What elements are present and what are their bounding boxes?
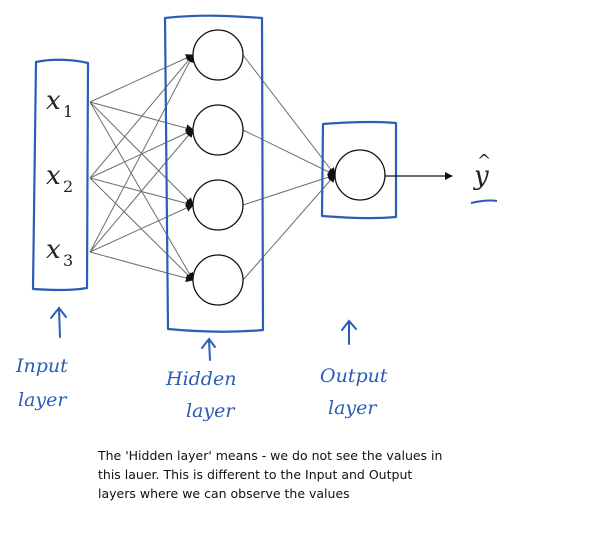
hidden-node-4 [192, 254, 244, 306]
caption-line-1: The 'Hidden layer' means - we do not see… [98, 448, 443, 463]
edge-input-3-hidden-4 [89, 251, 194, 283]
output-label-line2: layer [328, 397, 378, 419]
hidden-layer-pointer [201, 337, 216, 361]
hidden-node-2 [192, 104, 244, 156]
edge-hidden-2-output [242, 129, 336, 176]
svg-text:x: x [46, 161, 61, 191]
svg-text:x: x [46, 235, 61, 265]
svg-text:2: 2 [63, 177, 73, 196]
caption-line-3: layers where we can observe the values [98, 486, 350, 501]
hidden-node-3 [192, 179, 244, 231]
svg-text:3: 3 [63, 251, 73, 270]
explanation-caption: The 'Hidden layer' means - we do not see… [98, 446, 458, 503]
svg-text:1: 1 [63, 102, 73, 121]
edge-input-2-hidden-1 [89, 54, 194, 179]
hidden-label-line2: layer [186, 400, 236, 422]
input-feature-1: x 1 [46, 86, 73, 121]
edge-hidden-1-output [242, 54, 336, 176]
output-label-line1: Output [320, 365, 388, 387]
edge-hidden-3-output [242, 173, 336, 206]
edge-input-3-hidden-3 [89, 204, 194, 253]
caption-line-2: this lauer. This is different to the Inp… [98, 467, 413, 482]
output-y-hat: y ^ [470, 151, 498, 204]
input-layer-box [31, 58, 90, 292]
edge-input-3-hidden-1 [89, 54, 194, 253]
input-label-line2: layer [18, 389, 68, 411]
input-layer-pointer [50, 306, 67, 338]
y-hat-underline [470, 199, 498, 204]
svg-text:x: x [46, 86, 61, 116]
edge-input-3-hidden-2 [89, 129, 194, 253]
svg-text:^: ^ [477, 151, 491, 171]
input-feature-2: x 2 [46, 161, 73, 196]
output-node [334, 149, 386, 201]
edge-hidden-4-output [242, 174, 336, 281]
output-layer-box [320, 120, 398, 220]
hidden-layer-box [163, 14, 265, 333]
hidden-label-line1: Hidden [165, 368, 236, 390]
input-label-line1: Input [15, 355, 68, 377]
hidden-node-1 [192, 29, 244, 81]
edge-input-1-hidden-1 [89, 54, 194, 103]
hidden-units [192, 29, 244, 306]
output-layer-pointer [341, 319, 357, 345]
svg-text:y: y [473, 161, 489, 191]
connection-edges [89, 54, 336, 283]
input-feature-3: x 3 [46, 235, 73, 270]
